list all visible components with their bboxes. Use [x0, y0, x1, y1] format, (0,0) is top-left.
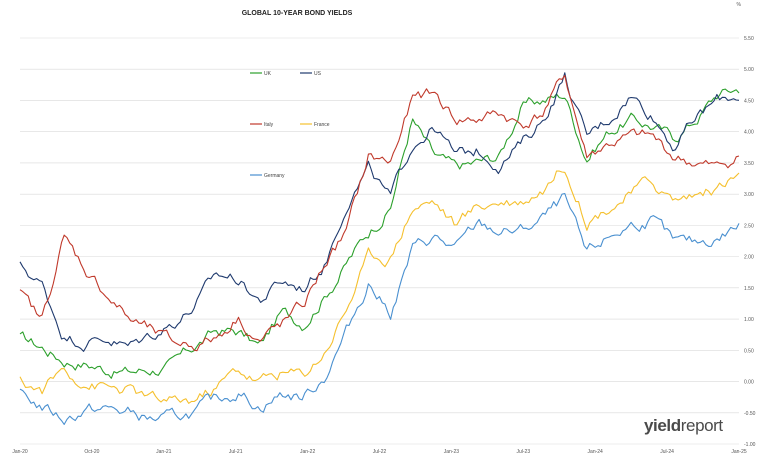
x-tick-label: Jul-21 [229, 449, 243, 455]
svg-text:yieldreport: yieldreport [644, 416, 723, 435]
logo-text-bold: yield [644, 416, 681, 435]
y-tick-label: 0.50 [744, 348, 754, 354]
legend-label: UK [264, 71, 272, 77]
y-tick-label: -1.00 [744, 442, 756, 448]
x-tick-label: Jan-23 [444, 449, 460, 455]
series-line-germany [19, 192, 740, 425]
y-tick-label: 0.00 [744, 380, 754, 386]
series-lines [19, 72, 740, 425]
x-tick-label: Jul-24 [660, 449, 674, 455]
y-tick-label: 2.00 [744, 255, 754, 261]
gridlines [20, 37, 739, 445]
y-tick-label: 3.50 [744, 161, 754, 167]
series-line-france [19, 170, 740, 404]
y-tick-label: 5.50 [744, 36, 754, 42]
series-line-us [19, 72, 740, 352]
logo-text-regular: report [681, 416, 724, 435]
legend-label: Germany [264, 173, 285, 179]
x-tick-label: Oct-20 [84, 449, 99, 455]
x-tick-label: Jul-22 [373, 449, 387, 455]
unit-label: % [737, 2, 742, 8]
chart-title: GLOBAL 10-YEAR BOND YIELDS [242, 10, 353, 17]
series-line-uk [19, 88, 740, 379]
x-tick-label: Jan-22 [300, 449, 316, 455]
x-axis-ticks: Jan-20 Oct-20 Jan-21 Jul-21 Jan-22 Jul-22 Jan-… [12, 449, 747, 455]
x-tick-label: Jan-21 [156, 449, 172, 455]
x-tick-label: Jan-25 [731, 449, 747, 455]
legend-label: Italy [264, 122, 274, 128]
y-tick-label: -0.50 [744, 411, 756, 417]
y-tick-label: 1.00 [744, 317, 754, 323]
legend-label: US [314, 71, 322, 77]
series-line-italy [19, 74, 740, 352]
legend: UK US Italy France Germany [250, 71, 330, 179]
x-tick-label: Jul-23 [516, 449, 530, 455]
x-tick-label: Jan-20 [12, 449, 28, 455]
y-axis-ticks: 5.50 5.00 4.50 4.00 3.50 3.00 2.50 2.00 1.50 1.00… [744, 36, 756, 448]
y-tick-label: 4.50 [744, 98, 754, 104]
y-tick-label: 5.00 [744, 67, 754, 73]
y-tick-label: 3.00 [744, 192, 754, 198]
y-tick-label: 2.50 [744, 223, 754, 229]
legend-label: France [314, 122, 330, 128]
y-tick-label: 4.00 [744, 130, 754, 136]
yieldreport-logo: yieldreport [644, 416, 724, 435]
y-tick-label: 1.50 [744, 286, 754, 292]
x-tick-label: Jan-24 [588, 449, 604, 455]
